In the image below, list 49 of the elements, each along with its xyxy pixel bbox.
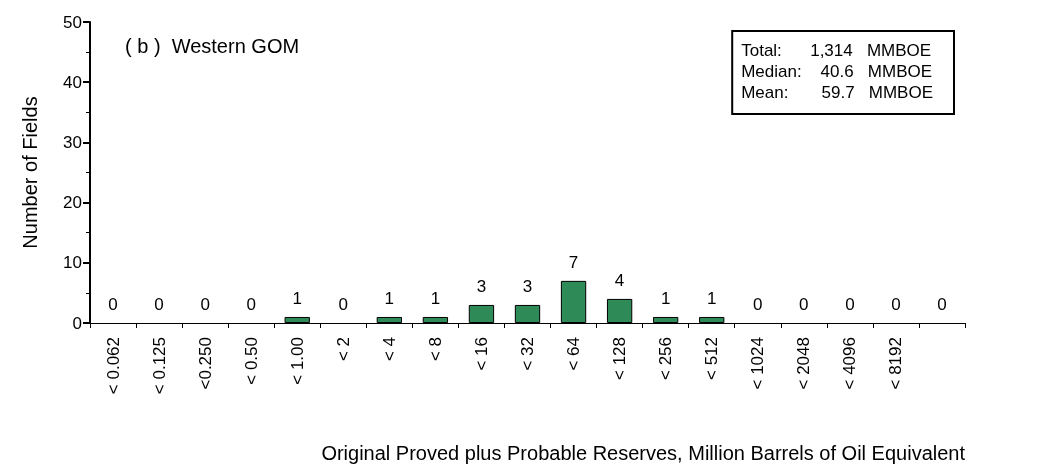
data-label: 0 xyxy=(799,295,809,314)
data-label: 0 xyxy=(154,295,164,314)
annotation: Total: 1,314 MMBOE xyxy=(741,41,932,60)
x-tick-label: < 0.062 xyxy=(103,337,123,395)
data-label: 7 xyxy=(568,252,579,272)
x-tick-label: < 8 xyxy=(425,337,445,362)
data-label: 0 xyxy=(845,295,855,314)
x-tick-label: < 0.50 xyxy=(241,337,261,385)
data-label: 1 xyxy=(292,288,302,308)
x-tick-label: < 128 xyxy=(610,337,630,381)
y-tick-label: 0 xyxy=(72,313,82,333)
data-label: 1 xyxy=(430,288,441,308)
x-tick-label: < 4 xyxy=(379,337,399,362)
y-tick-label: 40 xyxy=(63,72,82,92)
x-tick-label: < 1024 xyxy=(748,337,768,390)
data-label: 3 xyxy=(476,276,487,296)
data-label: 0 xyxy=(338,295,349,314)
annotation: Mean: 59.7 MMBOE xyxy=(741,83,934,102)
x-tick-label: < 1.00 xyxy=(287,337,307,385)
data-label: 1 xyxy=(384,288,395,308)
annotation: ( b ) Western GOM xyxy=(125,35,300,57)
data-label: 0 xyxy=(753,295,763,314)
x-tick-label: < 32 xyxy=(518,337,537,371)
data-label: 0 xyxy=(108,295,118,314)
x-tick-label: < 2048 xyxy=(794,337,814,390)
x-tick-label: <0.250 xyxy=(195,337,215,390)
data-label: 1 xyxy=(706,288,717,308)
x-tick-label: < 2 xyxy=(333,337,353,362)
data-label: 0 xyxy=(246,295,256,314)
annotation: Median: 40.6 MMBOE xyxy=(741,62,933,81)
x-tick-label: < 512 xyxy=(702,337,722,381)
data-label: 0 xyxy=(891,295,901,314)
y-tick-label: 10 xyxy=(63,253,82,273)
x-tick-label: < 0.125 xyxy=(149,337,169,395)
x-tick-label: < 16 xyxy=(471,337,491,371)
data-label: 3 xyxy=(522,276,533,296)
y-tick-label: 50 xyxy=(63,12,82,32)
y-tick-label: 20 xyxy=(63,193,82,213)
data-label: 1 xyxy=(660,288,671,308)
x-tick-label: < 256 xyxy=(656,337,676,381)
x-axis-title: Original Proved plus Probable Reserves, Million Barrels of Oil Equivalent xyxy=(321,442,966,464)
data-label: 0 xyxy=(937,295,947,314)
data-label: 4 xyxy=(614,270,625,290)
x-tick-label: < 64 xyxy=(564,337,584,371)
data-label: 0 xyxy=(200,295,210,314)
x-tick-label: < 4096 xyxy=(840,337,860,390)
y-tick-label: 30 xyxy=(63,132,82,152)
x-tick-label: < 8192 xyxy=(886,337,906,390)
y-axis-title: Number of Fields xyxy=(19,96,41,249)
